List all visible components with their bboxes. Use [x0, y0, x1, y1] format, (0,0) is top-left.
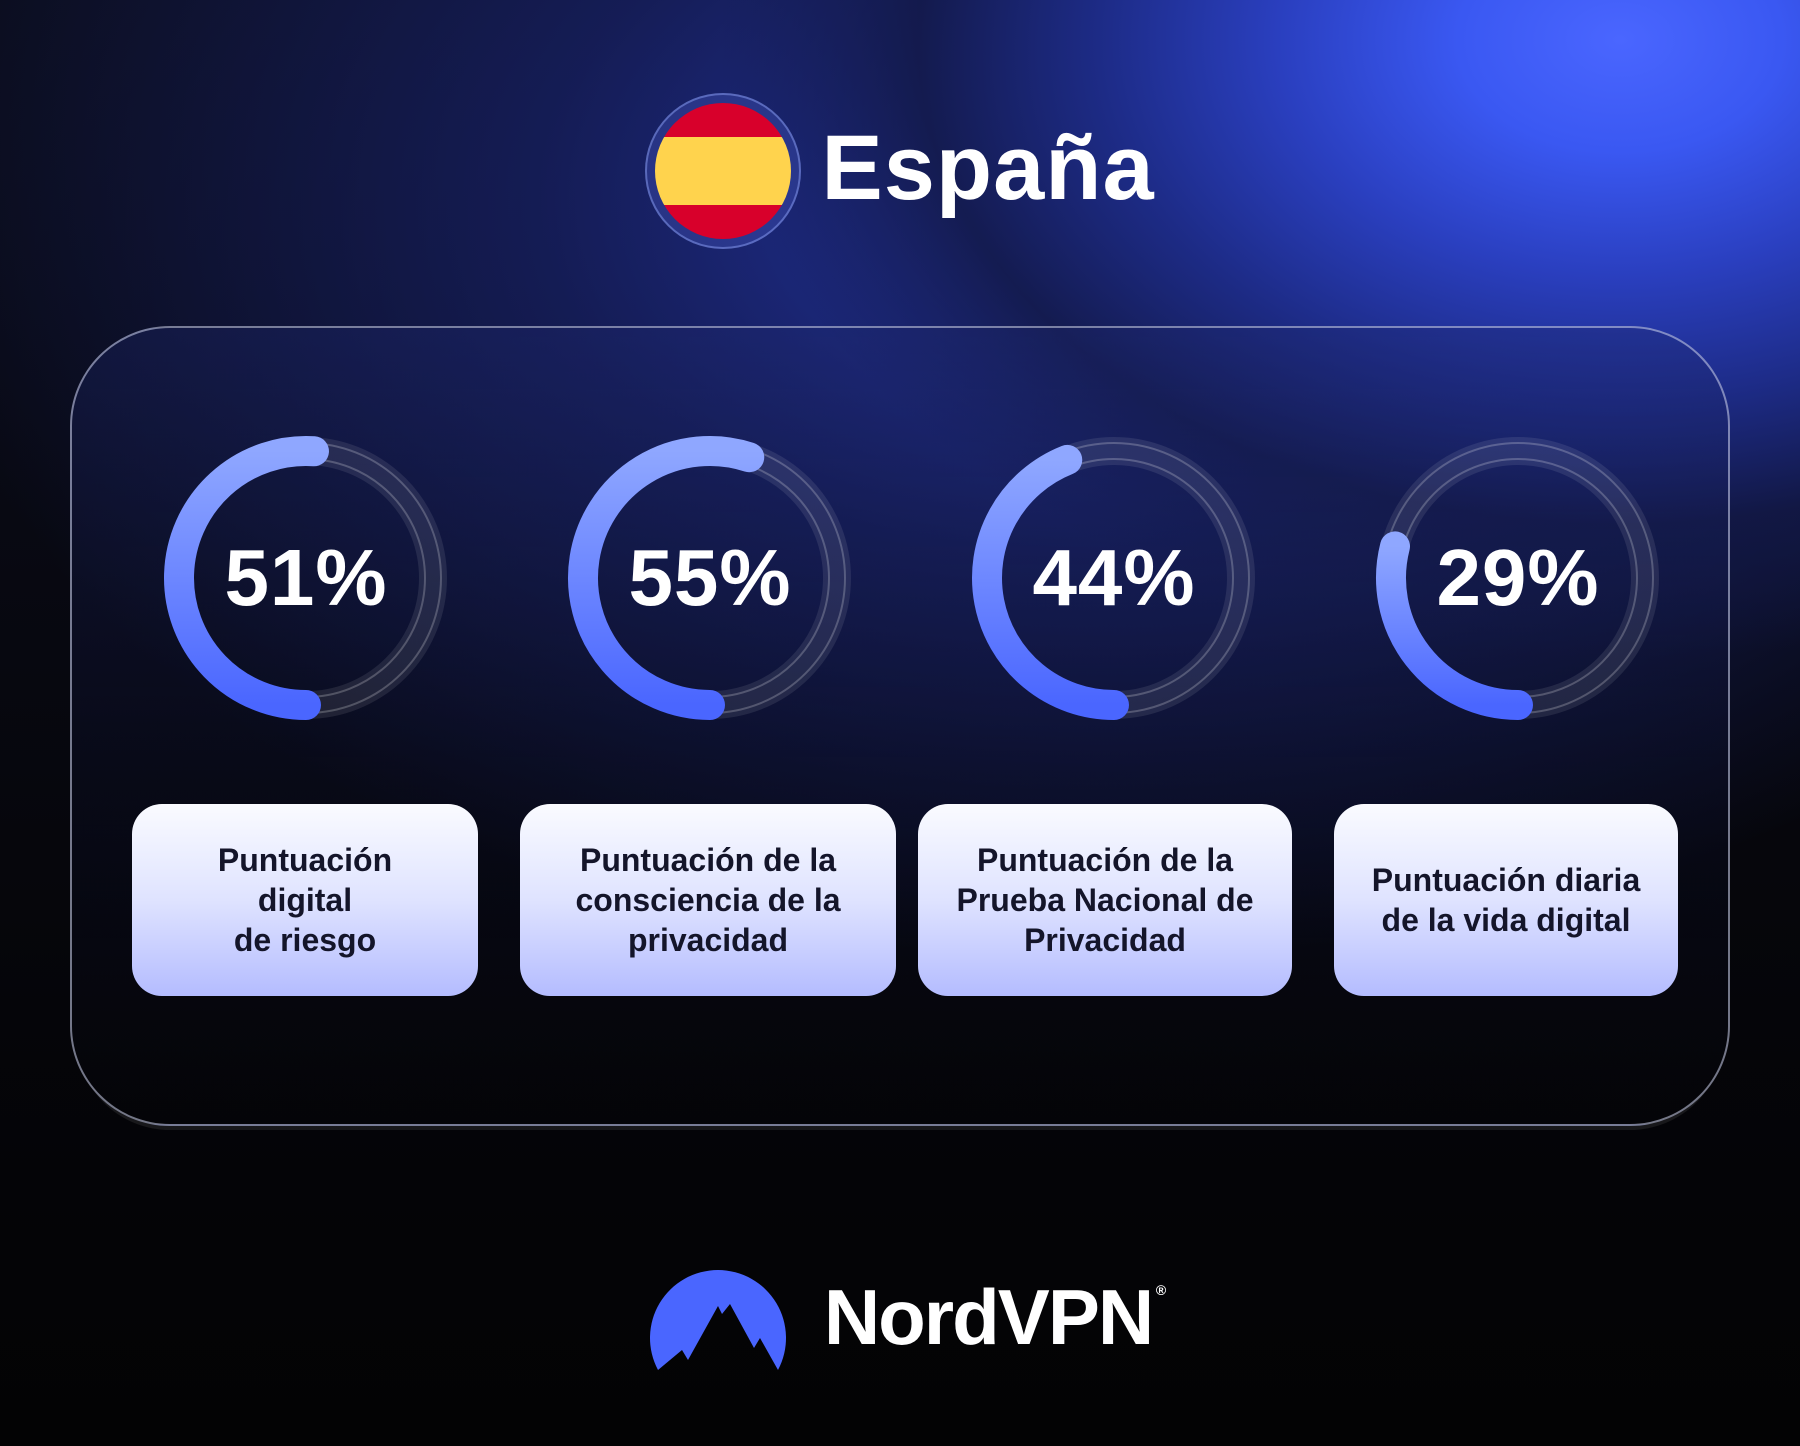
progress-ring-graphic — [164, 436, 447, 720]
metric-label-card: Puntuación diaria de la vida digital — [1334, 804, 1678, 996]
brand-name: NordVPN ® — [823, 1272, 1166, 1363]
spain-flag-icon — [645, 93, 802, 249]
page-title: España — [821, 116, 1155, 219]
registered-mark: ® — [1155, 1281, 1167, 1298]
metric-label-card: Puntuación de la Prueba Nacional de Priv… — [918, 804, 1292, 996]
flag-stripe-red-bottom — [655, 205, 792, 239]
metrics-panel: 51% Puntuación digital de riesgo 55% — [70, 326, 1730, 1126]
page-header: España — [0, 86, 1800, 256]
progress-arc — [1376, 531, 1533, 720]
brand-logo: NordVPN ® — [0, 1262, 1800, 1372]
flag-stripe-yellow — [655, 137, 792, 205]
progress-arc — [164, 436, 329, 720]
metric-value: 55% — [628, 533, 792, 622]
metric-label: Puntuación diaria de la vida digital — [1371, 862, 1641, 938]
metric-value: 29% — [1436, 533, 1600, 622]
metric-label-card: Puntuación de la consciencia de la priva… — [520, 804, 896, 996]
nordvpn-mountain-icon — [649, 1270, 786, 1370]
progress-ring-graphic — [568, 436, 851, 720]
metric-label: Puntuación digital de riesgo — [217, 842, 393, 958]
progress-ring: 44% — [964, 428, 1264, 728]
metric-label-card: Puntuación digital de riesgo — [132, 804, 478, 996]
progress-ring-graphic — [972, 437, 1255, 720]
progress-ring: 51% — [156, 428, 456, 728]
flag-circle — [655, 103, 792, 239]
metric-value: 51% — [224, 533, 388, 622]
metric-label: Puntuación de la consciencia de la priva… — [575, 842, 841, 958]
progress-ring: 29% — [1368, 428, 1668, 728]
logo-mark-shape — [649, 1270, 786, 1370]
metric-label: Puntuación de la Prueba Nacional de Priv… — [956, 842, 1254, 958]
progress-ring-graphic — [1376, 437, 1659, 720]
progress-arc — [568, 436, 765, 720]
brand-wordmark: NordVPN — [823, 1272, 1154, 1361]
progress-ring: 55% — [560, 428, 860, 728]
flag-stripe-red-top — [655, 103, 792, 137]
progress-arc — [972, 444, 1129, 720]
metric-value: 44% — [1032, 533, 1196, 622]
